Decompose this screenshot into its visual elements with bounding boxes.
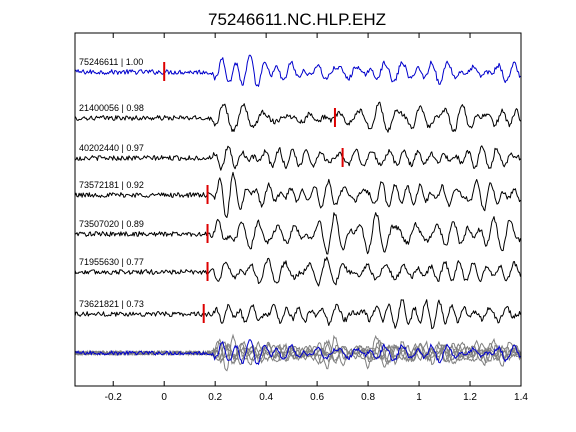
trace-labels-layer: 75246611 | 1.00 21400056 | 0.98 40202440 |… bbox=[79, 57, 144, 309]
x-tick-label: 0.6 bbox=[310, 392, 324, 403]
traces-layer bbox=[74, 54, 521, 372]
waveform-trace bbox=[74, 299, 521, 330]
waveform-trace bbox=[74, 145, 521, 171]
picks-layer bbox=[163, 62, 344, 323]
trace-label: 73621821 | 0.73 bbox=[79, 299, 144, 309]
trace-label: 75246611 | 1.00 bbox=[79, 57, 143, 67]
x-tick-label: 0.4 bbox=[259, 392, 273, 403]
waveform-trace bbox=[74, 101, 521, 133]
trace-label: 40202440 | 0.97 bbox=[79, 143, 144, 153]
x-tick-label: 1.2 bbox=[463, 392, 477, 403]
x-tick-label: 0.8 bbox=[361, 392, 375, 403]
x-tick-label: 0 bbox=[161, 392, 167, 403]
plot-area-frame bbox=[74, 32, 522, 387]
x-axis: -0.2 0 0.2 0.4 0.6 0.8 1 1.2 1.4 bbox=[105, 33, 528, 403]
trace-label: 73572181 | 0.92 bbox=[79, 180, 144, 190]
waveform-trace bbox=[74, 54, 521, 87]
chart-title: 75246611.NC.HLP.EHZ bbox=[208, 10, 386, 29]
x-tick-label: 1 bbox=[416, 392, 422, 403]
trace-label: 21400056 | 0.98 bbox=[79, 103, 144, 113]
waveform-trace bbox=[74, 171, 521, 218]
x-tick-label: -0.2 bbox=[105, 392, 123, 403]
waveform-trace bbox=[74, 212, 521, 255]
trace-label: 73507020 | 0.89 bbox=[79, 219, 144, 229]
stack-reference-trace bbox=[74, 339, 521, 366]
x-tick-label: 1.4 bbox=[514, 392, 528, 403]
x-tick-label: 0.2 bbox=[208, 392, 222, 403]
waveform-trace bbox=[74, 256, 521, 287]
trace-label: 71955630 | 0.77 bbox=[79, 257, 144, 267]
